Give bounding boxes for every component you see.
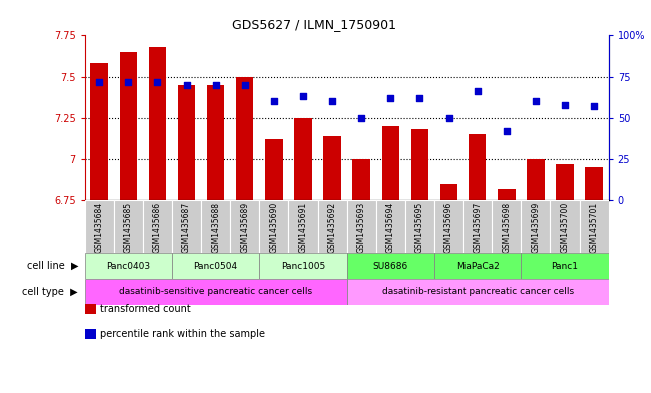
- Bar: [294, 118, 312, 200]
- Point: [473, 88, 483, 95]
- Bar: [463, 200, 492, 253]
- Text: GSM1435689: GSM1435689: [240, 202, 249, 253]
- Bar: [324, 136, 341, 200]
- Point: [443, 115, 454, 121]
- Bar: [527, 159, 545, 200]
- Text: cell type  ▶: cell type ▶: [23, 287, 78, 297]
- Bar: [172, 200, 201, 253]
- Text: cell line  ▶: cell line ▶: [27, 261, 78, 271]
- Bar: [498, 189, 516, 200]
- Point: [240, 82, 250, 88]
- Bar: [376, 200, 405, 253]
- Point: [210, 82, 221, 88]
- Bar: [172, 253, 259, 279]
- Point: [560, 101, 570, 108]
- Bar: [120, 52, 137, 200]
- Text: Panc0403: Panc0403: [106, 262, 150, 271]
- Text: Panc1: Panc1: [551, 262, 579, 271]
- Bar: [259, 253, 347, 279]
- Bar: [521, 200, 551, 253]
- Point: [298, 93, 308, 99]
- Bar: [492, 200, 521, 253]
- Text: GSM1435694: GSM1435694: [386, 202, 395, 253]
- Point: [94, 79, 104, 85]
- Bar: [143, 200, 172, 253]
- Bar: [434, 200, 463, 253]
- Point: [269, 98, 279, 105]
- Bar: [265, 140, 283, 200]
- Bar: [259, 200, 288, 253]
- Point: [531, 98, 541, 105]
- Text: GSM1435687: GSM1435687: [182, 202, 191, 253]
- Bar: [207, 85, 225, 200]
- Bar: [579, 200, 609, 253]
- Text: GDS5627 / ILMN_1750901: GDS5627 / ILMN_1750901: [232, 18, 396, 31]
- Bar: [521, 253, 609, 279]
- Bar: [85, 200, 114, 253]
- Point: [385, 95, 396, 101]
- Bar: [405, 200, 434, 253]
- Bar: [434, 253, 521, 279]
- Text: dasatinib-resistant pancreatic cancer cells: dasatinib-resistant pancreatic cancer ce…: [381, 287, 574, 296]
- Text: percentile rank within the sample: percentile rank within the sample: [100, 329, 264, 340]
- Text: Panc0504: Panc0504: [193, 262, 238, 271]
- Bar: [318, 200, 347, 253]
- Bar: [148, 47, 166, 200]
- Bar: [85, 279, 347, 305]
- Point: [123, 79, 133, 85]
- Text: GSM1435688: GSM1435688: [211, 202, 220, 253]
- Bar: [585, 167, 603, 200]
- Bar: [201, 200, 230, 253]
- Text: GSM1435690: GSM1435690: [270, 202, 279, 253]
- Point: [501, 128, 512, 134]
- Bar: [347, 200, 376, 253]
- Bar: [85, 253, 172, 279]
- Bar: [230, 200, 259, 253]
- Point: [356, 115, 367, 121]
- Text: SU8686: SU8686: [373, 262, 408, 271]
- Text: GSM1435684: GSM1435684: [94, 202, 104, 253]
- Bar: [440, 184, 457, 200]
- Text: GSM1435693: GSM1435693: [357, 202, 366, 253]
- Bar: [347, 253, 434, 279]
- Bar: [381, 126, 399, 200]
- Text: GSM1435696: GSM1435696: [444, 202, 453, 253]
- Bar: [178, 85, 195, 200]
- Text: GSM1435699: GSM1435699: [531, 202, 540, 253]
- Bar: [551, 200, 579, 253]
- Text: GSM1435692: GSM1435692: [327, 202, 337, 253]
- Point: [152, 79, 163, 85]
- Bar: [114, 200, 143, 253]
- Bar: [411, 129, 428, 200]
- Point: [589, 103, 600, 110]
- Text: GSM1435695: GSM1435695: [415, 202, 424, 253]
- Text: GSM1435691: GSM1435691: [299, 202, 307, 253]
- Text: GSM1435698: GSM1435698: [503, 202, 511, 253]
- Bar: [90, 63, 108, 200]
- Point: [327, 98, 337, 105]
- Bar: [352, 159, 370, 200]
- Bar: [556, 164, 574, 200]
- Bar: [236, 77, 253, 200]
- Bar: [347, 279, 609, 305]
- Text: GSM1435701: GSM1435701: [590, 202, 599, 253]
- Point: [182, 82, 192, 88]
- Text: MiaPaCa2: MiaPaCa2: [456, 262, 499, 271]
- Text: Panc1005: Panc1005: [281, 262, 325, 271]
- Text: GSM1435685: GSM1435685: [124, 202, 133, 253]
- Text: GSM1435686: GSM1435686: [153, 202, 162, 253]
- Bar: [288, 200, 318, 253]
- Text: GSM1435700: GSM1435700: [561, 202, 570, 253]
- Text: GSM1435697: GSM1435697: [473, 202, 482, 253]
- Point: [414, 95, 424, 101]
- Bar: [469, 134, 486, 200]
- Text: transformed count: transformed count: [100, 304, 190, 314]
- Text: dasatinib-sensitive pancreatic cancer cells: dasatinib-sensitive pancreatic cancer ce…: [119, 287, 312, 296]
